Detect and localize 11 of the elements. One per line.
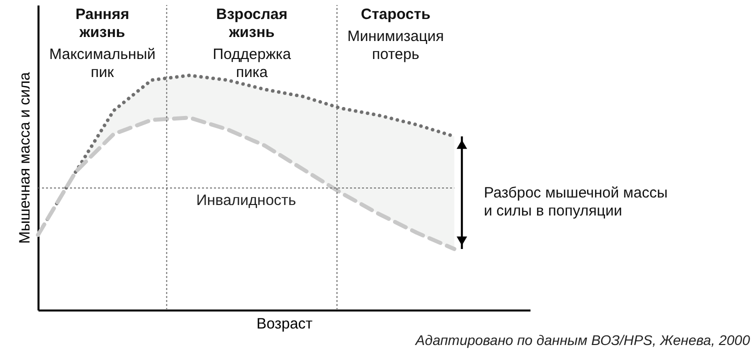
text: Взрослая жизнь: [216, 6, 288, 41]
text: Адаптировано по данным ВОЗ/HPS, Женева, 2000: [414, 332, 750, 348]
y-axis-title: Мышечная масса и сила: [16, 72, 34, 244]
ref-line-label: Инвалидность: [196, 192, 296, 209]
text: Минимизация потерь: [347, 28, 444, 63]
text: Старость: [360, 6, 430, 23]
text: Ранняя жизнь: [75, 6, 130, 41]
annotation: Поддержка пика: [212, 46, 292, 81]
x-axis-title: Возраст: [256, 316, 313, 332]
annotation: Максимальный пик: [49, 46, 156, 81]
text: Разброс мышечной массы и силы в популяции: [484, 184, 668, 220]
